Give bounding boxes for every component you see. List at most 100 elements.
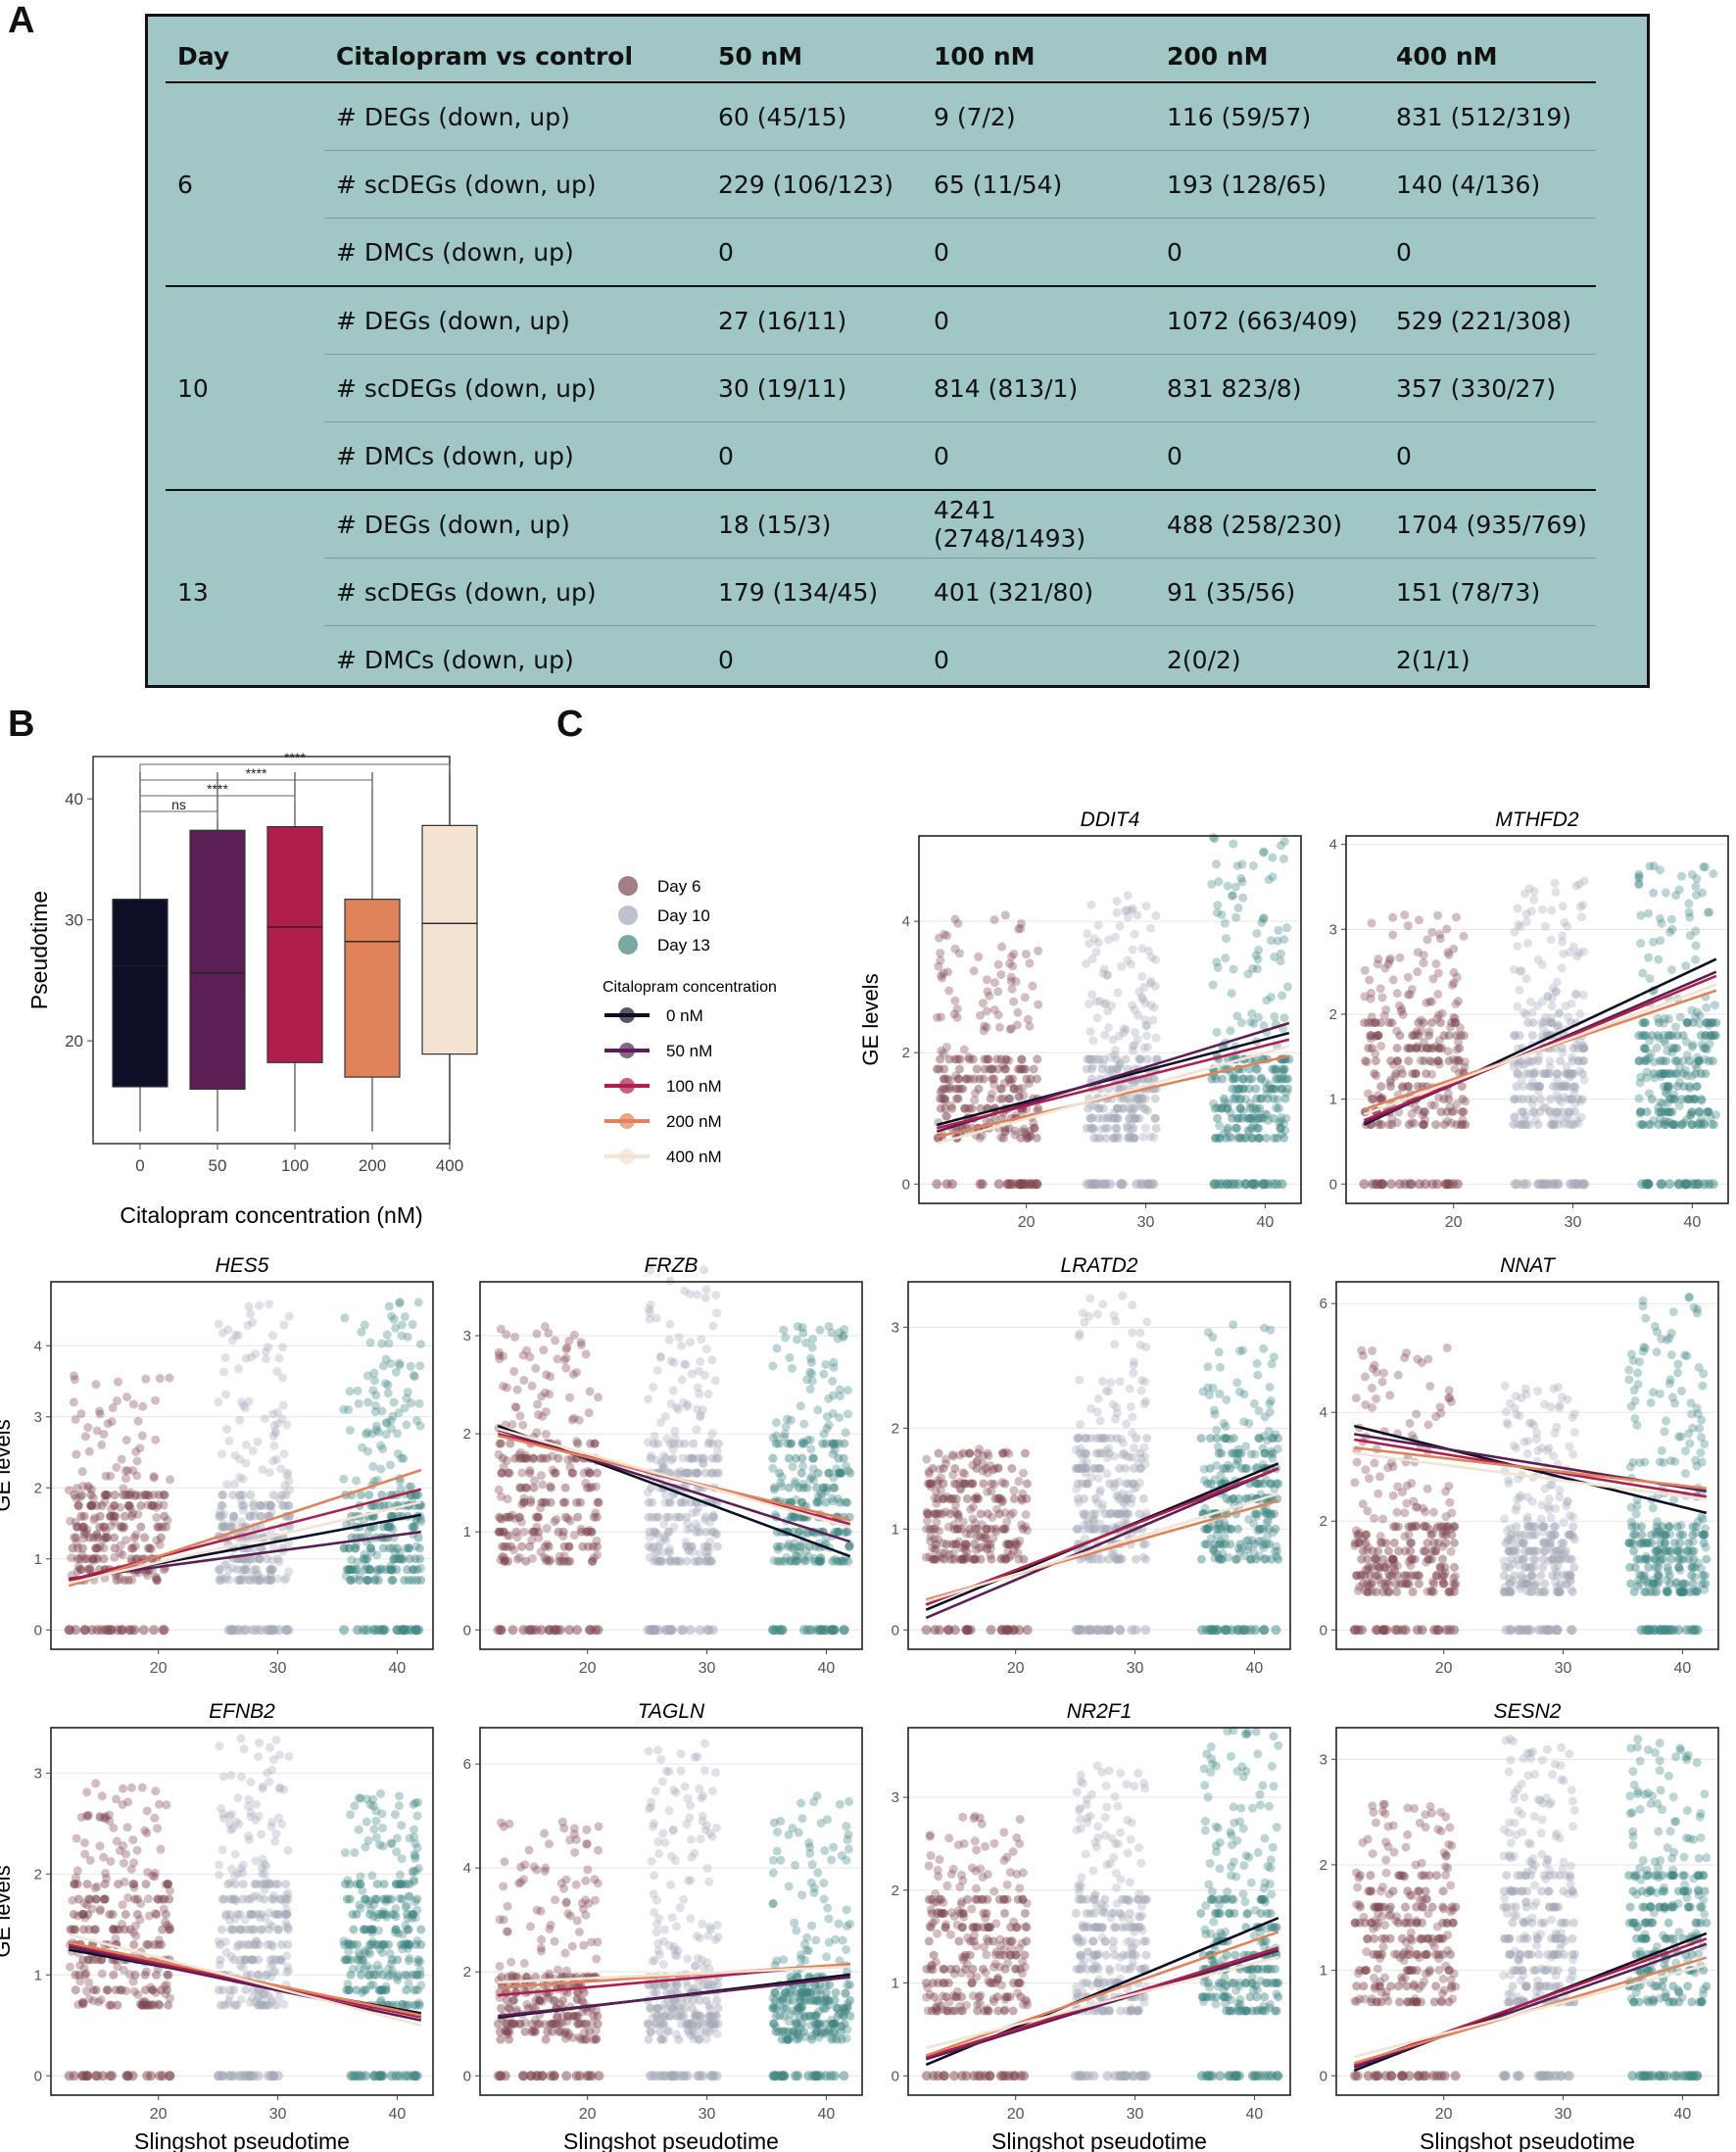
- data-point: [536, 1503, 546, 1513]
- data-point: [1398, 1579, 1408, 1589]
- data-point: [1374, 1575, 1384, 1585]
- data-point: [69, 1371, 78, 1381]
- table-header-cell: Day: [166, 30, 324, 83]
- data-point: [1443, 948, 1453, 957]
- table-cell-value: 140 (4/136): [1384, 150, 1596, 219]
- data-point: [87, 1485, 97, 1494]
- data-point: [697, 1335, 706, 1345]
- table-cell-value: 0: [922, 218, 1155, 287]
- data-point: [496, 1514, 506, 1524]
- data-point: [120, 1511, 129, 1521]
- data-point: [1148, 1015, 1158, 1025]
- table-cell-value: 30 (19/11): [706, 354, 922, 422]
- data-point: [1530, 1067, 1540, 1077]
- data-point: [940, 1064, 949, 1074]
- data-point: [531, 1363, 541, 1373]
- data-point: [1142, 1434, 1152, 1443]
- data-point: [1654, 1033, 1664, 1043]
- data-point: [370, 1575, 380, 1585]
- data-point: [166, 1475, 175, 1485]
- data-point: [1501, 1625, 1512, 1636]
- data-point: [536, 1547, 546, 1557]
- table-cell-value: 1072 (663/409): [1155, 286, 1384, 355]
- data-point: [1258, 1443, 1268, 1453]
- data-point: [1112, 907, 1122, 917]
- data-point: [1438, 1541, 1448, 1551]
- data-point: [1548, 1113, 1558, 1123]
- data-point: [1252, 1511, 1262, 1521]
- data-point: [1024, 1079, 1034, 1089]
- data-point: [829, 1362, 839, 1372]
- data-point: [1711, 1031, 1720, 1041]
- data-point: [1350, 1625, 1361, 1636]
- data-point: [1664, 1107, 1674, 1117]
- data-point: [1136, 1100, 1146, 1109]
- data-point: [768, 1463, 778, 1473]
- data-point: [832, 1464, 842, 1474]
- data-point: [130, 1541, 140, 1551]
- data-point: [997, 942, 1007, 952]
- data-point: [1272, 1541, 1281, 1551]
- data-point: [792, 1494, 801, 1504]
- data-point: [651, 1313, 661, 1323]
- data-point: [561, 1345, 571, 1354]
- data-point: [1260, 1323, 1270, 1333]
- legend-conc-label: 200 nM: [666, 1112, 722, 1131]
- data-point: [1212, 957, 1222, 967]
- data-point: [1140, 1014, 1150, 1024]
- data-point: [496, 1492, 506, 1501]
- data-point: [979, 1026, 989, 1036]
- data-point: [1518, 1179, 1528, 1190]
- data-point: [132, 1471, 142, 1481]
- data-point: [1015, 1064, 1025, 1074]
- data-point: [695, 1625, 705, 1636]
- data-point: [707, 1625, 718, 1636]
- data-point: [91, 1380, 101, 1390]
- data-point: [538, 1411, 548, 1421]
- data-point: [536, 1471, 546, 1481]
- data-point: [780, 1429, 790, 1439]
- data-point: [1392, 989, 1402, 999]
- y-tick-label: 1: [34, 1551, 42, 1568]
- data-point: [1654, 954, 1664, 964]
- data-point: [1392, 1026, 1402, 1036]
- data-point: [1678, 1056, 1688, 1066]
- data-point: [1635, 1108, 1645, 1118]
- data-point: [589, 1553, 599, 1563]
- data-point: [264, 1343, 273, 1352]
- data-point: [117, 1454, 126, 1464]
- data-point: [965, 1479, 975, 1489]
- data-point: [1350, 1478, 1360, 1488]
- data-point: [246, 1571, 256, 1581]
- data-point: [989, 1534, 998, 1543]
- table-cell-value: 4241 (2748/1493): [922, 490, 1155, 559]
- data-point: [680, 1286, 690, 1296]
- data-point: [1234, 1132, 1244, 1142]
- data-point: [1113, 988, 1123, 998]
- data-point: [1422, 1557, 1431, 1567]
- data-point: [802, 1625, 813, 1636]
- data-point: [585, 1387, 595, 1396]
- data-point: [1087, 1061, 1097, 1071]
- data-point: [1278, 991, 1287, 1001]
- x-tick-label: 40: [1684, 1214, 1702, 1231]
- table-row: # DMCs (down, up) 0 0 2(0/2) 2(1/1): [166, 626, 1596, 694]
- data-point: [1086, 900, 1096, 909]
- data-point: [1007, 1464, 1017, 1474]
- data-point: [90, 1513, 100, 1523]
- data-point: [1544, 1494, 1554, 1504]
- data-point: [546, 1482, 555, 1492]
- data-point: [1710, 1001, 1719, 1010]
- data-point: [1372, 1561, 1381, 1571]
- data-point: [693, 1290, 702, 1299]
- data-point: [1209, 1179, 1220, 1190]
- data-point: [1458, 1115, 1468, 1125]
- data-point: [928, 1543, 938, 1553]
- data-point: [1212, 1434, 1222, 1443]
- data-point: [1388, 1491, 1398, 1500]
- y-tick-label: 1: [463, 1524, 471, 1541]
- data-point: [280, 1481, 290, 1491]
- data-point: [788, 1363, 797, 1373]
- data-point: [929, 1554, 939, 1564]
